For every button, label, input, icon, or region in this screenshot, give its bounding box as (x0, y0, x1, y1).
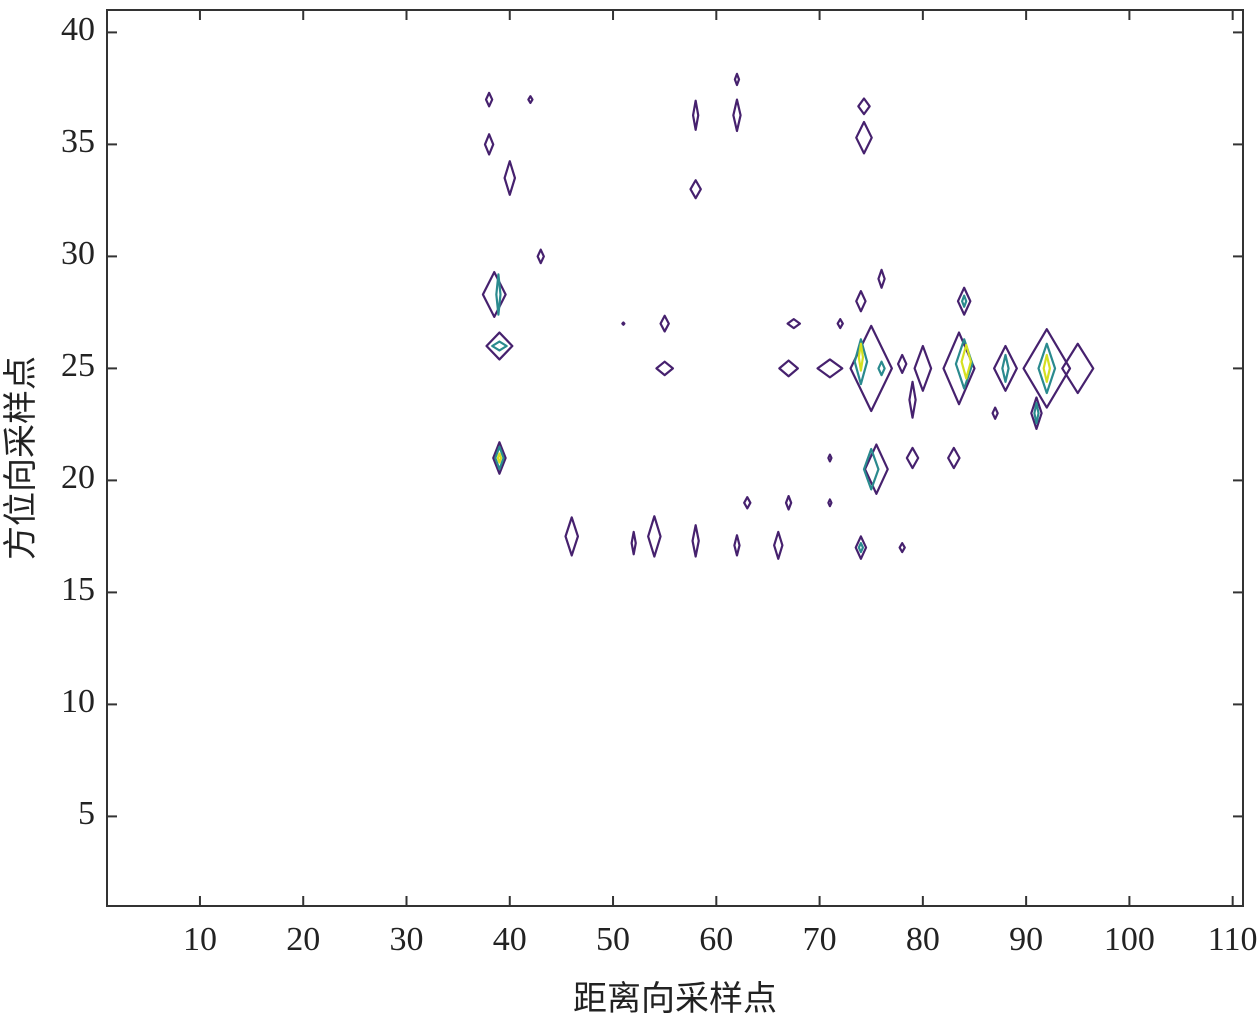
contour (481, 270, 507, 318)
contour (1037, 342, 1057, 395)
y-tick-label: 40 (61, 11, 95, 48)
contour (960, 343, 972, 380)
y-tick-label: 30 (61, 235, 95, 272)
contour (784, 494, 793, 511)
contour (862, 447, 880, 491)
contour (564, 516, 580, 557)
contour (503, 160, 517, 196)
contour (942, 331, 976, 406)
contour (1022, 328, 1072, 409)
y-tick-label: 5 (78, 795, 95, 832)
contour (827, 498, 833, 508)
contour (1061, 342, 1095, 395)
contour (857, 542, 865, 554)
contour (1030, 396, 1043, 430)
contour (960, 294, 968, 308)
contour (630, 530, 637, 556)
contour (993, 344, 1018, 392)
contour (877, 360, 886, 377)
contour (689, 179, 702, 200)
contour (691, 524, 700, 558)
x-tick-label: 80 (906, 921, 940, 958)
y-tick-label: 10 (61, 683, 95, 720)
contour (491, 340, 508, 352)
contour (659, 314, 670, 333)
contour (536, 248, 545, 265)
contour (1001, 353, 1010, 383)
contour (494, 445, 505, 471)
contour (877, 268, 886, 289)
x-tick-label: 40 (493, 921, 527, 958)
contour (896, 353, 908, 374)
x-axis-label: 距离向采样点 (573, 980, 777, 1018)
x-tick-label: 110 (1208, 921, 1258, 958)
y-tick-label: 25 (61, 347, 95, 384)
contour (496, 452, 503, 464)
x-tick-label: 70 (803, 921, 837, 958)
contour (898, 542, 906, 554)
contour (857, 342, 865, 372)
x-tick-label: 10 (183, 921, 217, 958)
contour (1033, 402, 1040, 425)
contour (854, 535, 868, 560)
contour (621, 321, 626, 326)
x-tick-label: 50 (596, 921, 630, 958)
x-tick-label: 20 (286, 921, 320, 958)
contour (816, 358, 844, 379)
contour (853, 338, 869, 386)
contour (849, 324, 893, 413)
contour (954, 338, 974, 390)
plot-frame (106, 9, 1244, 907)
contour (483, 133, 495, 156)
contour (908, 380, 917, 419)
contour (527, 95, 534, 105)
x-tick-label: 100 (1104, 921, 1155, 958)
contour (855, 120, 873, 155)
contour (655, 360, 675, 377)
contour (484, 91, 494, 108)
x-tick-label: 30 (389, 921, 423, 958)
contour (956, 286, 972, 316)
y-axis-label: 方位向采样点 (2, 356, 40, 560)
contour (778, 359, 799, 378)
contour (733, 72, 741, 87)
contour (732, 98, 742, 133)
x-tick-label: 60 (699, 921, 733, 958)
y-tick-label: 20 (61, 459, 95, 496)
contour (863, 443, 889, 495)
contour (786, 318, 802, 330)
y-tick-label: 35 (61, 123, 95, 160)
contour (991, 406, 999, 420)
contour (857, 97, 871, 116)
contour (773, 530, 784, 560)
contour (1042, 353, 1051, 383)
contour (492, 441, 507, 475)
contour (836, 318, 844, 330)
contour (913, 344, 933, 392)
y-tick-label: 15 (61, 571, 95, 608)
contour (743, 496, 752, 510)
contour (827, 453, 833, 463)
contour (905, 446, 920, 470)
contour (855, 290, 867, 313)
contour (691, 99, 700, 131)
x-tick-label: 90 (1009, 921, 1043, 958)
contour (647, 515, 662, 558)
contour (947, 446, 961, 470)
contour (495, 273, 502, 316)
contour (733, 534, 741, 557)
contour (485, 331, 514, 361)
